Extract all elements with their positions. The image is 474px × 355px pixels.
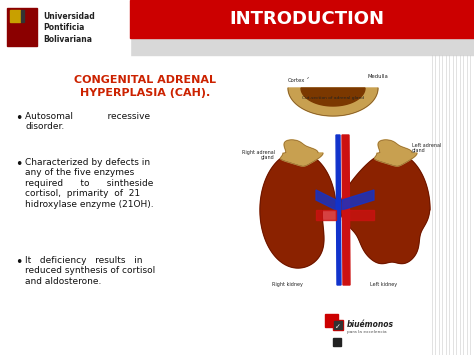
Text: Left kidney: Left kidney bbox=[370, 282, 397, 287]
Text: Autosomal            recessive
disorder.: Autosomal recessive disorder. bbox=[25, 112, 150, 131]
Bar bbox=[10, 10, 20, 22]
Polygon shape bbox=[340, 152, 430, 263]
Polygon shape bbox=[301, 88, 365, 106]
Text: biuémonos: biuémonos bbox=[347, 320, 394, 329]
Text: Left adrenal
gland: Left adrenal gland bbox=[412, 143, 441, 153]
Bar bbox=[334, 321, 342, 329]
Polygon shape bbox=[260, 152, 336, 268]
Bar bbox=[130, 0, 474, 38]
Bar bbox=[333, 338, 341, 346]
Text: Characterized by defects in
any of the five enzymes
required      to      sinthe: Characterized by defects in any of the f… bbox=[25, 158, 154, 209]
Text: •: • bbox=[15, 112, 22, 125]
Text: ✓: ✓ bbox=[335, 324, 341, 330]
Bar bbox=[0, 55, 474, 355]
Polygon shape bbox=[281, 140, 323, 166]
Bar bbox=[130, 38, 474, 55]
Text: Right kidney: Right kidney bbox=[272, 282, 303, 287]
Text: Cortex: Cortex bbox=[288, 77, 305, 82]
Text: It   deficiency   results   in
reduced synthesis of cortisol
and aldosterone.: It deficiency results in reduced synthes… bbox=[25, 256, 155, 286]
Bar bbox=[325, 314, 338, 327]
Text: para la excelencia: para la excelencia bbox=[347, 330, 387, 334]
Text: Universidad
Pontificia
Bolivariana: Universidad Pontificia Bolivariana bbox=[43, 12, 95, 44]
Text: INTRODUCTION: INTRODUCTION bbox=[229, 10, 384, 28]
Text: •: • bbox=[15, 256, 22, 269]
Polygon shape bbox=[336, 135, 341, 285]
Text: Medulla: Medulla bbox=[368, 73, 389, 78]
Polygon shape bbox=[342, 210, 374, 220]
Bar bbox=[321, 306, 403, 344]
Text: Cut-section of adrenal gland: Cut-section of adrenal gland bbox=[302, 96, 364, 100]
Bar bbox=[333, 320, 343, 330]
Bar bbox=[7, 8, 37, 46]
Text: CONGENITAL ADRENAL: CONGENITAL ADRENAL bbox=[74, 75, 216, 85]
Text: •: • bbox=[15, 158, 22, 171]
Bar bbox=[21, 10, 24, 22]
Polygon shape bbox=[342, 190, 374, 210]
Polygon shape bbox=[288, 88, 378, 116]
Polygon shape bbox=[316, 210, 336, 220]
Polygon shape bbox=[342, 135, 350, 285]
Polygon shape bbox=[316, 190, 336, 210]
Text: Right adrenal
gland: Right adrenal gland bbox=[242, 149, 275, 160]
Polygon shape bbox=[374, 140, 417, 166]
Text: HYPERPLASIA (CAH).: HYPERPLASIA (CAH). bbox=[80, 88, 210, 98]
Bar bbox=[0, 0, 130, 78]
